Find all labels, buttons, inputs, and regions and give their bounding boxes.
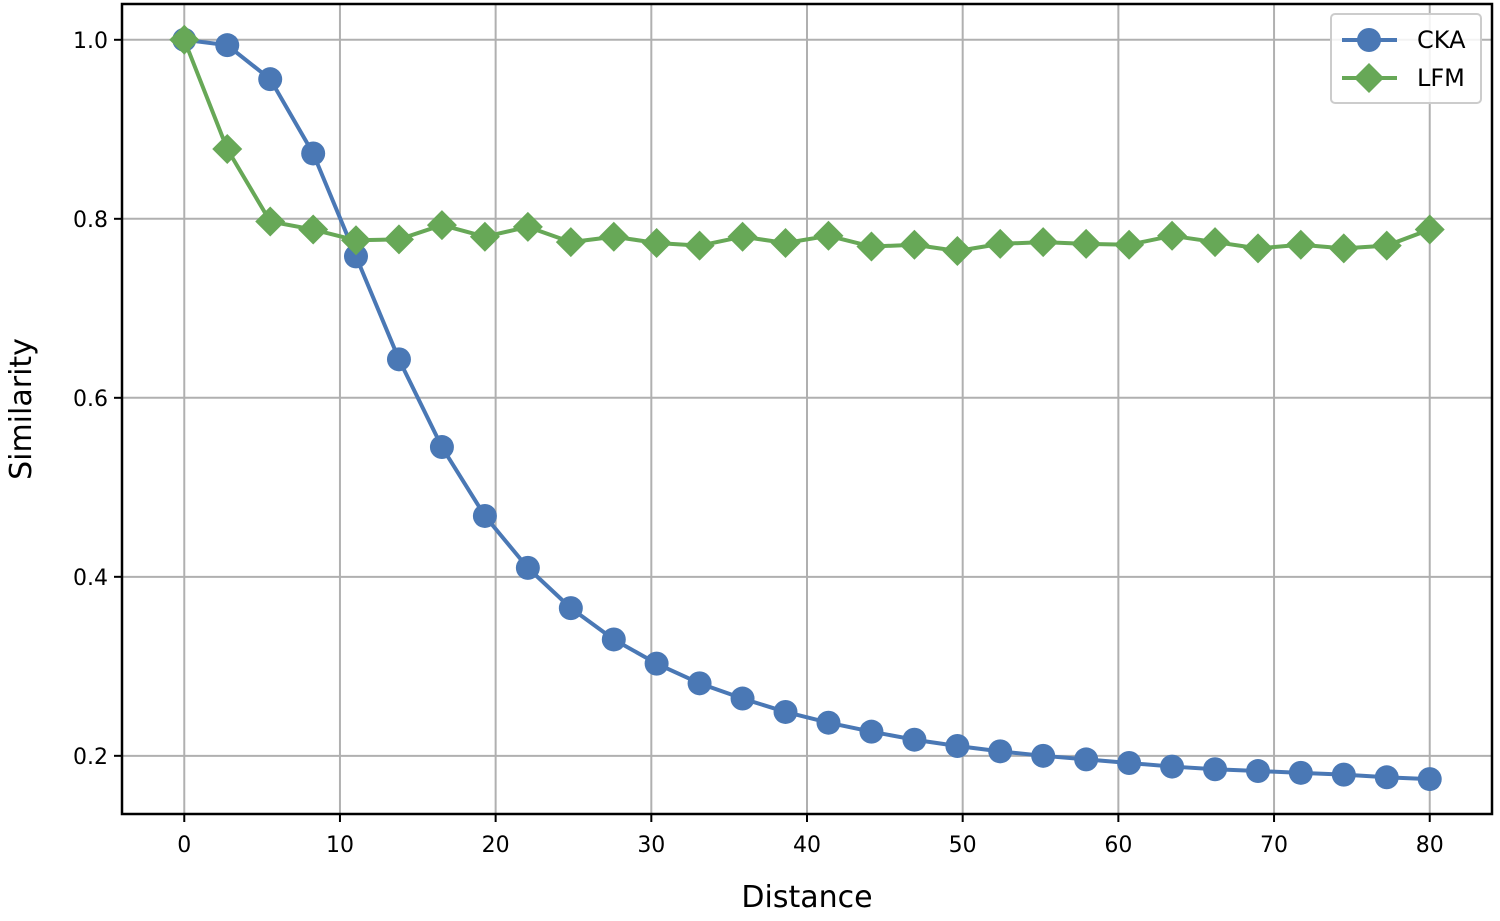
- lfm-point: [1157, 220, 1188, 251]
- lfm-point: [555, 227, 586, 258]
- y-tick-label: 0.4: [73, 566, 108, 591]
- cka-point: [301, 141, 326, 166]
- x-tick-label: 30: [637, 833, 665, 858]
- cka-point: [687, 671, 712, 696]
- cka-point: [988, 739, 1013, 764]
- cka-point: [1074, 747, 1099, 772]
- lfm-point: [727, 221, 758, 252]
- lfm-point: [856, 231, 887, 262]
- cka-point: [386, 347, 411, 372]
- lfm-point: [598, 221, 629, 252]
- cka-point: [429, 435, 454, 460]
- y-tick-label: 1.0: [73, 29, 108, 54]
- cka-point: [816, 710, 841, 735]
- ticks: 0 10 20 30 40 50 60 70 80 0.2 0.4 0.6 0.8 1.0: [73, 29, 1444, 858]
- legend-label: CKA: [1417, 26, 1466, 54]
- lfm-point: [1285, 229, 1316, 260]
- lfm-point: [169, 24, 200, 55]
- lfm-point: [684, 230, 715, 261]
- x-axis-label: Distance: [741, 880, 872, 915]
- lfm-point: [1028, 227, 1059, 258]
- x-tick-label: 70: [1260, 833, 1288, 858]
- lfm-point: [813, 220, 844, 251]
- legend: CKA LFM: [1330, 13, 1482, 104]
- cka-point: [1203, 757, 1228, 782]
- lfm-point: [1200, 227, 1231, 258]
- lfm-point: [899, 229, 930, 260]
- legend-item-lfm: LFM: [1342, 63, 1465, 93]
- cka-point: [1246, 759, 1271, 784]
- y-tick-label: 0.8: [73, 208, 108, 233]
- lfm-point: [1114, 229, 1145, 260]
- series-layer: [169, 24, 1445, 792]
- lfm-point: [340, 225, 371, 256]
- lfm-point: [212, 133, 243, 164]
- cka-point: [258, 67, 283, 92]
- lfm-point: [942, 236, 973, 267]
- lfm-point: [298, 214, 329, 245]
- cka-point: [1417, 767, 1442, 792]
- cka-point: [644, 651, 669, 676]
- lfm-point: [1414, 214, 1445, 245]
- cka-point: [515, 555, 540, 580]
- cka-point: [773, 699, 798, 724]
- cka-point: [1331, 762, 1356, 787]
- cka-point: [730, 686, 755, 711]
- cka-point: [343, 244, 368, 269]
- legend-marker: [1354, 63, 1384, 93]
- cka-point: [945, 733, 970, 758]
- series-lfm: [169, 24, 1445, 267]
- cka-point: [472, 503, 497, 528]
- lfm-point: [255, 206, 286, 237]
- lfm-point: [770, 227, 801, 258]
- y-tick-label: 0.2: [73, 745, 108, 770]
- cka-point: [1117, 750, 1142, 775]
- series-cka: [172, 27, 1442, 792]
- lfm-point: [1071, 228, 1102, 259]
- x-tick-label: 20: [482, 833, 510, 858]
- cka-point: [1160, 754, 1185, 779]
- cka-point: [558, 596, 583, 621]
- y-tick-label: 0.6: [73, 387, 108, 412]
- cka-point: [902, 727, 927, 752]
- lfm-point: [985, 228, 1016, 259]
- x-tick-label: 0: [177, 833, 191, 858]
- lfm-point: [426, 210, 457, 241]
- y-axis-label: Similarity: [4, 338, 39, 480]
- lfm-point: [1328, 233, 1359, 264]
- lfm-point: [512, 211, 543, 242]
- cka-point: [1031, 743, 1056, 768]
- grid: [122, 4, 1492, 814]
- lfm-point: [1371, 230, 1402, 261]
- x-tick-label: 80: [1416, 833, 1444, 858]
- lfm-point: [469, 221, 500, 252]
- cka-point: [601, 627, 626, 652]
- cka-point: [215, 33, 240, 58]
- x-tick-label: 60: [1104, 833, 1132, 858]
- cka-point: [1288, 760, 1313, 785]
- cka-point: [859, 719, 884, 744]
- lfm-point: [383, 224, 414, 255]
- legend-item-cka: CKA: [1342, 26, 1466, 54]
- x-tick-label: 50: [949, 833, 977, 858]
- lfm-point: [1243, 233, 1274, 264]
- legend-label: LFM: [1417, 64, 1465, 92]
- x-tick-label: 10: [326, 833, 354, 858]
- x-tick-label: 40: [793, 833, 821, 858]
- legend-marker: [1357, 28, 1381, 52]
- lfm-point: [641, 227, 672, 258]
- cka-point: [1374, 765, 1399, 790]
